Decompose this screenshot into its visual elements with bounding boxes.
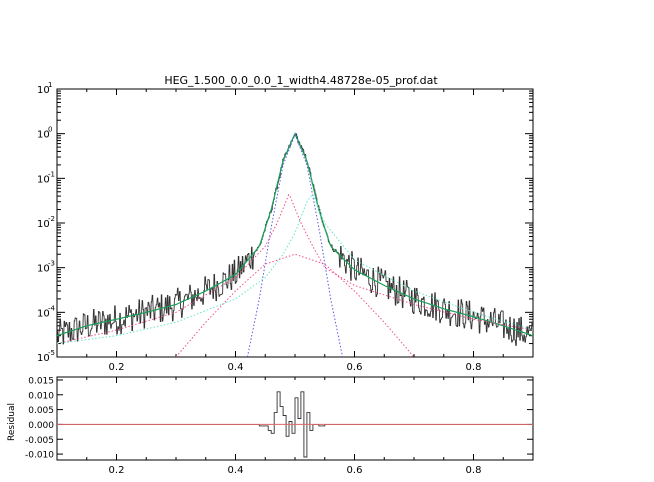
y-tick-label: 10 [37,219,50,230]
x-tick-label: 0.8 [466,465,482,476]
x-tick-label: 0.2 [109,362,125,373]
y-tick-exponent: 1 [48,81,52,89]
model-component-line-2 [246,133,344,357]
y-tick-exponent: -5 [48,349,55,357]
y-tick-exponent: -1 [48,170,55,178]
y-tick-label: 0.010 [28,391,54,401]
y-tick-label: -0.010 [25,451,54,461]
y-tick-label: 10 [37,130,50,141]
residual-plot: 0.2 0.4 0.6 0.8 -0.010 -0.005 0.000 0.005 0.010 0… [25,376,534,476]
y-tick-label: 10 [37,308,50,319]
y-tick-exponent: 0 [48,126,52,134]
y-tick-exponent: -3 [48,260,55,268]
x-tick-label: 0.4 [228,465,244,476]
y-tick-label: 0.000 [28,421,54,431]
model-component-line-3 [175,253,415,357]
y-tick-exponent: -4 [48,304,56,312]
x-tick-label: 0.8 [466,362,482,373]
x-tick-label: 0.2 [109,465,125,476]
x-tick-label: 0.4 [228,362,244,373]
main-series-group [57,132,533,357]
y-tick-exponent: -2 [48,215,55,223]
x-tick-label: 0.6 [347,465,363,476]
residual-data-line [57,391,533,458]
y-tick-label: 10 [37,174,50,185]
y-tick-label: 10 [37,264,50,275]
y-tick-label: -0.005 [25,436,54,446]
y-tick-label: 10 [37,85,50,96]
y-tick-label: 0.005 [28,406,54,416]
model-component-line-4 [57,193,533,345]
y-tick-label: 10 [37,353,50,364]
residual-series-group [57,391,533,458]
y-tick-label: 0.015 [28,376,54,386]
x-tick-label: 0.6 [347,362,363,373]
residual-axis-label: Residual [7,403,17,441]
main-chart-title: HEG_1.500_0.0_0.0_1_width4.48728e-05_pro… [164,74,438,87]
